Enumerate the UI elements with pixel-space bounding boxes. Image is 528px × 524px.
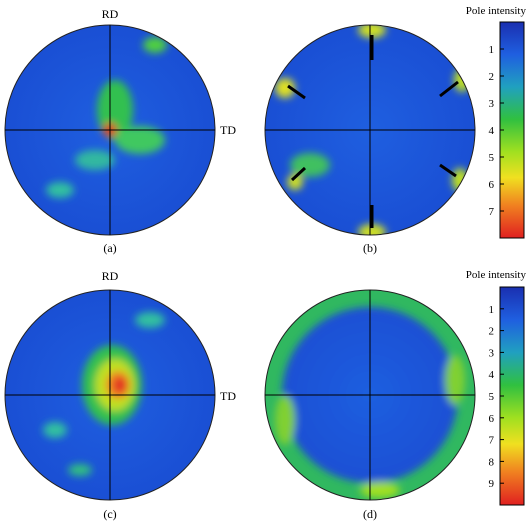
colorbar-tick-label: 8 — [489, 456, 495, 468]
colorbar-title: Pole intensity — [466, 5, 527, 17]
colorbar-tick-label: 6 — [489, 179, 495, 191]
colorbar-title: Pole intensity — [466, 269, 527, 281]
colorbar-tick-label: 4 — [489, 369, 495, 381]
colorbar-tick-label: 4 — [489, 125, 495, 137]
rd-label: RD — [102, 269, 119, 283]
colorbar-tick-label: 6 — [489, 413, 495, 425]
colorbar-tick-label: 5 — [489, 391, 495, 403]
colorbar-tick-label: 9 — [489, 478, 495, 490]
colorbar-tick-label: 5 — [489, 152, 495, 164]
colorbar-tick-label: 3 — [489, 347, 495, 359]
td-label: TD — [220, 389, 236, 403]
colorbar-ticks: 1 2 3 4 5 6 7 1 2 3 4 5 6 7 8 9 — [489, 44, 504, 490]
colorbar-tick-label: 1 — [489, 44, 495, 56]
colorbar-tick-label: 3 — [489, 98, 495, 110]
td-label: TD — [220, 123, 236, 137]
colorbar-tick-label: 1 — [489, 304, 495, 316]
arrows — [287, 35, 459, 228]
colorbar-tick-label: 7 — [489, 206, 495, 218]
panel-label: (c) — [103, 507, 116, 521]
colorbar-tick-label: 2 — [489, 326, 495, 338]
panel-label: (d) — [363, 507, 377, 521]
panel-label: (b) — [363, 241, 377, 255]
colorbar-tick-label: 2 — [489, 71, 495, 83]
panel-label: (a) — [103, 241, 116, 255]
colorbar-tick-label: 7 — [489, 435, 495, 447]
rd-label: RD — [102, 7, 119, 21]
